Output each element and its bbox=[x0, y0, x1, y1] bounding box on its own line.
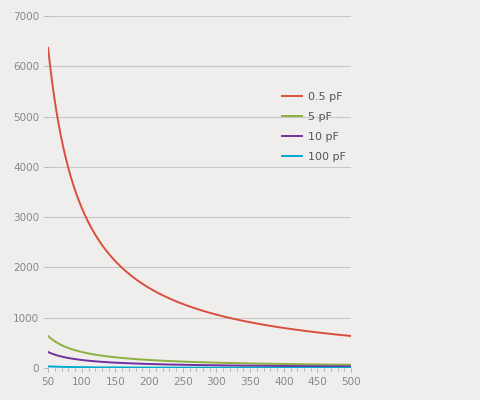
100 pF bbox=[45, 364, 51, 369]
100 pF bbox=[283, 366, 289, 370]
5 pF bbox=[348, 362, 353, 367]
10 pF bbox=[45, 350, 51, 354]
10 pF bbox=[348, 364, 353, 369]
Line: 0.5 pF: 0.5 pF bbox=[48, 48, 350, 336]
0.5 pF bbox=[45, 46, 51, 50]
0.5 pF bbox=[184, 303, 190, 308]
0.5 pF bbox=[283, 326, 289, 331]
5 pF bbox=[339, 362, 345, 367]
0.5 pF bbox=[60, 146, 66, 151]
0.5 pF bbox=[192, 306, 198, 311]
Line: 100 pF: 100 pF bbox=[48, 366, 350, 368]
5 pF bbox=[283, 362, 289, 366]
5 pF bbox=[192, 360, 198, 364]
100 pF bbox=[184, 365, 190, 370]
10 pF bbox=[184, 362, 190, 367]
100 pF bbox=[339, 366, 345, 370]
100 pF bbox=[60, 364, 66, 369]
5 pF bbox=[45, 334, 51, 338]
10 pF bbox=[192, 363, 198, 368]
100 pF bbox=[192, 365, 198, 370]
5 pF bbox=[60, 344, 66, 348]
100 pF bbox=[348, 366, 353, 370]
10 pF bbox=[339, 364, 345, 369]
Legend: 0.5 pF, 5 pF, 10 pF, 100 pF: 0.5 pF, 5 pF, 10 pF, 100 pF bbox=[282, 92, 345, 162]
10 pF bbox=[338, 364, 344, 369]
5 pF bbox=[338, 362, 344, 367]
0.5 pF bbox=[338, 333, 344, 338]
Line: 10 pF: 10 pF bbox=[48, 352, 350, 366]
5 pF bbox=[184, 359, 190, 364]
100 pF bbox=[338, 366, 344, 370]
10 pF bbox=[60, 355, 66, 360]
0.5 pF bbox=[348, 334, 353, 338]
0.5 pF bbox=[339, 333, 345, 338]
Line: 5 pF: 5 pF bbox=[48, 336, 350, 365]
10 pF bbox=[283, 364, 289, 368]
